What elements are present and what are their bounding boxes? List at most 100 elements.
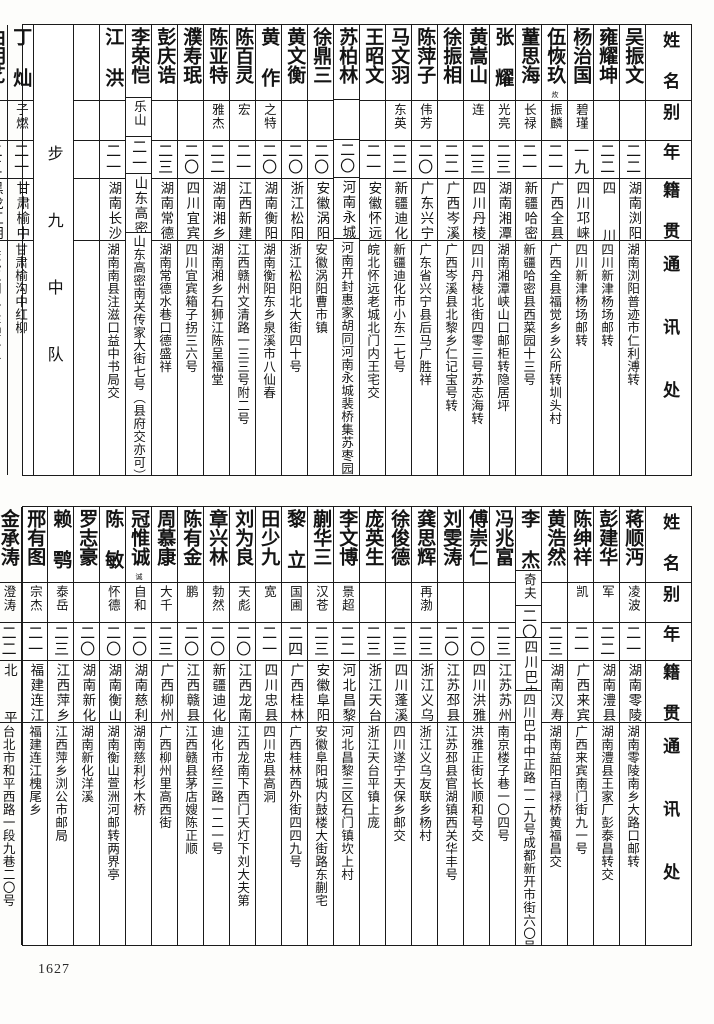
person-alias-cell: 汉苍 (308, 583, 333, 623)
person-name-cell: 江 洪 (100, 25, 125, 101)
person-origin-cell: 新疆迪化 (386, 179, 411, 241)
section-marker-cell: 步 九 中 队 (34, 25, 73, 475)
person-origin-cell: 甘肃榆中 (8, 179, 33, 241)
person-name-cell: 李荣恺 (126, 25, 151, 99)
person-alias: 凯 (573, 585, 589, 599)
person-origin: 浙江松阳 (287, 181, 304, 241)
person-origin: 甘肃榆中 (13, 181, 30, 241)
person-age: 二三 (364, 625, 383, 657)
person-name-cell: 李文博 (334, 507, 359, 583)
person-origin-cell: 新疆哈密 (516, 179, 541, 241)
person-address-cell: 江西赣县茅店嫂陈正顺 (178, 723, 203, 945)
person-origin: 湖南浏阳 (625, 181, 642, 241)
person-origin-cell: 四川巴中 (516, 638, 541, 691)
person-address-cell: 广东省兴宁县后马广胜祥 (412, 241, 437, 475)
person-alias: 汉苍 (313, 585, 329, 612)
person-age-cell: 二一 (516, 141, 541, 179)
row-label-cell-address: 通 讯 处 (646, 723, 691, 945)
person-address-cell: 黑龙江明水县福恒泉 (0, 241, 7, 475)
person-name-cell: 陈 敏 (100, 507, 125, 583)
person-origin-cell: 四川丹棱 (464, 179, 489, 241)
person-origin-cell: 浙江义乌 (412, 661, 437, 723)
person-origin-cell: 湖南衡阳 (256, 179, 281, 241)
person-alias-cell: 凌波 (620, 583, 645, 623)
person-age-cell: 二三 (360, 623, 385, 661)
person-name: 邢有图 (24, 509, 47, 566)
person-address-cell: 湖南慈利杉木桥 (126, 723, 151, 945)
person-name: 章兴林 (206, 509, 229, 566)
person-origin-cell: 江苏苏州 (490, 661, 515, 723)
person-column: 刘为良 天彪 二〇 江西龙南 江西龙南下西门天灯下刘大夫第 (229, 507, 255, 945)
person-alias: 宽 (261, 585, 277, 599)
person-age: 二一 (26, 625, 45, 657)
row-label-age: 年 龄 (659, 625, 680, 661)
person-origin: 湖南衡阳 (261, 181, 278, 241)
person-origin: 黑龙江明水县 (0, 181, 3, 241)
person-origin-cell: 江西赣县 (178, 661, 203, 723)
person-name: 庞英生 (362, 509, 385, 566)
person-address-cell: 湖南南县注滋口益中书局交 (100, 241, 125, 475)
person-origin-cell: 四川蓬溪 (386, 661, 411, 723)
person-alias-cell: 自和 (126, 583, 151, 623)
person-name-cell: 苏柏林 (334, 25, 359, 101)
person-alias: 长禄 (521, 103, 537, 130)
person-address-cell: 湖南益阳百禄桥黄福昌交 (542, 723, 567, 945)
person-origin: 湖南汉寿 (547, 663, 564, 723)
person-age: 二〇 (338, 142, 357, 175)
person-column: 彭建华军二二 湖南澧县 湖南澧县王家厂彭泰昌转交 (593, 507, 619, 945)
row-label-age: 年 龄 (659, 143, 680, 179)
person-origin: 湖南慈利 (131, 663, 148, 723)
person-address: 四川丹棱北街四零三号苏志海转 (469, 243, 485, 425)
person-address: 广西桂林西外街四四九号 (287, 725, 303, 868)
person-age-cell: 二四 (282, 623, 307, 661)
person-name-cell: 王昭文 (360, 25, 385, 101)
person-origin-cell: 四川洪雅 (464, 661, 489, 723)
person-name-cell: 刘为良 (230, 507, 255, 583)
person-origin: 安徽涡阳 (313, 181, 330, 241)
person-origin: 新疆迪化 (391, 181, 408, 241)
page-number: 1627 (38, 962, 70, 977)
person-alias-cell: 子燃 (8, 101, 33, 141)
person-address-cell: 河北昌黎三区石门镇坎上村 (334, 723, 359, 945)
person-alias: 子燃 (13, 103, 29, 130)
blank-cell (74, 241, 99, 475)
person-age-cell: 二三 (542, 623, 567, 661)
person-alias-cell: 国圃 (282, 583, 307, 623)
person-age: 二〇 (416, 143, 435, 175)
person-column: 陈 敏怀德 二〇 湖南衡山 湖南衡山萱洲河邮转两界亭 (99, 507, 125, 945)
person-age: 二三 (52, 625, 71, 657)
person-alias: 自和 (131, 585, 147, 612)
person-age-cell: 二二 (438, 141, 463, 179)
person-address: 四川忠县高洞 (261, 725, 277, 803)
person-address: 安徽阜阳城内鼓楼大街路东蒯宅 (313, 725, 329, 907)
person-address: 四川巴中中正路一二九号成都新开市街六〇号附五号 (521, 692, 537, 945)
roster-table-bottom: 姓 名别 号年 龄籍 贯通 讯 处蒋顺沔 凌波 二一 湖南零陵 湖南零陵南乡大路口邮转彭… (0, 506, 692, 946)
person-address: 迪化市经三路一二一号 (209, 725, 225, 855)
person-address: 甘肃榆沟中红柳 (13, 243, 29, 334)
person-address: 湖南湘乡石狮江陈呈福堂 (209, 243, 225, 386)
person-age-cell: 二〇 (74, 623, 99, 661)
person-origin: 江西萍乡 (53, 663, 70, 723)
person-column: 庞英生 二三 浙江天台 浙江天台平镇上庞 (359, 507, 385, 945)
person-name-cell: 曲明艺 (0, 25, 7, 101)
person-name: 刘雯涛 (440, 509, 463, 566)
person-address: 广西岑溪县北黎乡仁记宝号转 (443, 243, 459, 412)
person-address-cell: 浙江义乌友联乡杨村 (412, 723, 437, 945)
person-age-cell: 二三 (490, 141, 515, 179)
person-alias-cell: 光亮 (490, 101, 515, 141)
person-origin: 新疆哈密 (521, 181, 538, 241)
row-label-column: 姓 名别 号年 龄籍 贯通 讯 处 (645, 25, 691, 475)
person-column: 蕫思海 长禄 二一 新疆哈密 新疆哈密县西菜园十三号 (515, 25, 541, 475)
person-column: 张 耀光亮 二三 湖南湘潭 湖南湘潭峡山口邮柜转隐居坪 (489, 25, 515, 475)
person-alias-cell: 澄涛 (0, 583, 21, 623)
person-address-cell: 广西全县福觉乡乡公所转圳头村 (542, 241, 567, 475)
person-age-cell: 二一 (230, 141, 255, 179)
person-address-cell: 南京楼子巷一〇四号 (490, 723, 515, 945)
person-age: 二三 (0, 143, 4, 175)
person-age: 二一 (234, 143, 253, 175)
person-age: 二〇 (520, 607, 539, 639)
person-name: 陈亚特 (206, 27, 229, 84)
person-alias-cell: 勃然 (204, 583, 229, 623)
person-age-cell: 二〇 (178, 623, 203, 661)
person-alias-cell (360, 101, 385, 141)
